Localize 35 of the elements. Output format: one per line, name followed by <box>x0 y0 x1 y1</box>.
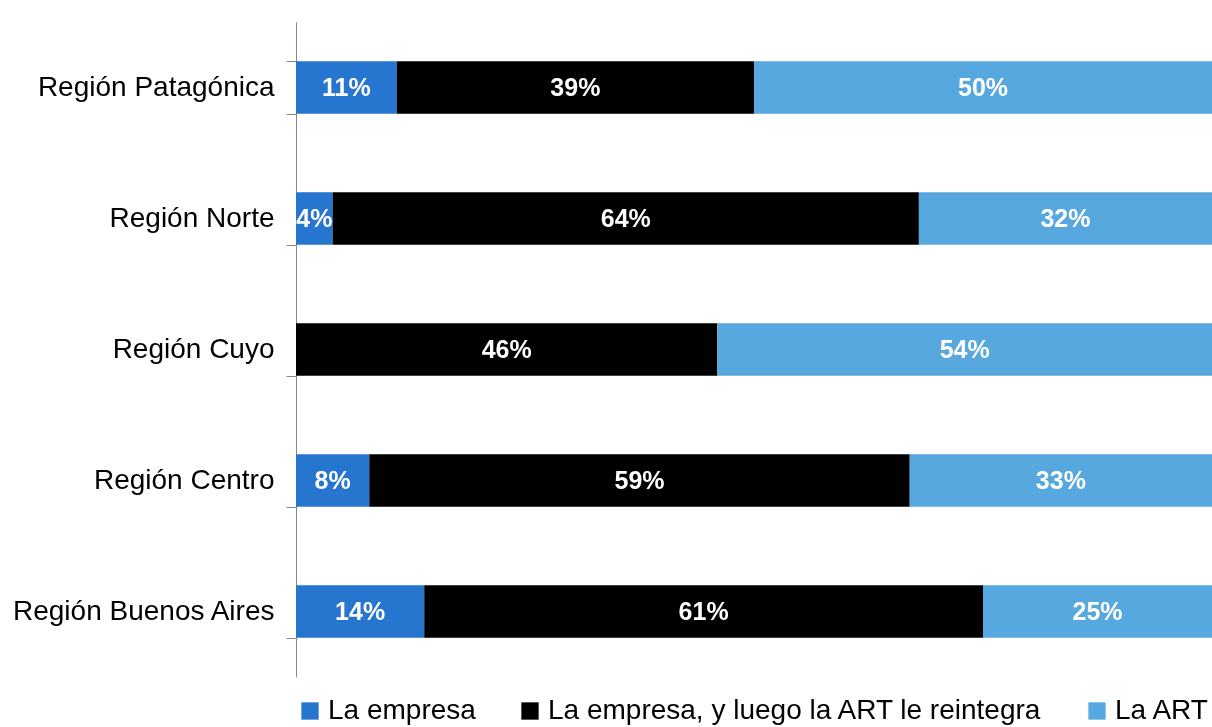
bar <box>424 585 983 638</box>
bar <box>296 61 397 114</box>
data-label: 46% <box>481 334 532 363</box>
bar <box>983 585 1212 638</box>
data-label: 64% <box>600 203 651 232</box>
data-label: 8% <box>314 465 351 494</box>
bar <box>296 323 718 376</box>
data-label: 4% <box>296 203 333 232</box>
data-label: 39% <box>550 72 601 101</box>
data-label: 11% <box>322 72 371 101</box>
bar <box>717 323 1212 376</box>
legend-label: La empresa, y luego la ART le reintegra <box>548 694 1041 725</box>
y-tick-label: Región Buenos Aires <box>12 595 275 626</box>
bar <box>296 585 425 638</box>
data-label: 61% <box>678 596 729 625</box>
bar <box>754 61 1212 114</box>
legend-label: La empresa <box>328 694 477 725</box>
y-tick-label: Región Cuyo <box>112 333 275 364</box>
y-tick-label: Región Patagónica <box>37 71 275 102</box>
data-label: 54% <box>939 334 990 363</box>
data-label: 14% <box>335 596 386 625</box>
bar <box>909 454 1212 507</box>
data-label: 25% <box>1072 596 1123 625</box>
data-label: 50% <box>957 72 1009 101</box>
data-label: 32% <box>1040 203 1091 232</box>
bar <box>918 192 1212 245</box>
y-tick-label: Región Norte <box>109 202 275 233</box>
data-label: 59% <box>614 465 665 494</box>
bar <box>369 454 910 507</box>
bar <box>332 192 919 245</box>
bar <box>296 454 370 507</box>
y-tick-label: Región Centro <box>93 464 275 495</box>
bar <box>396 61 754 114</box>
legend-label: La ART <box>1115 694 1208 725</box>
data-label: 33% <box>1035 465 1086 494</box>
